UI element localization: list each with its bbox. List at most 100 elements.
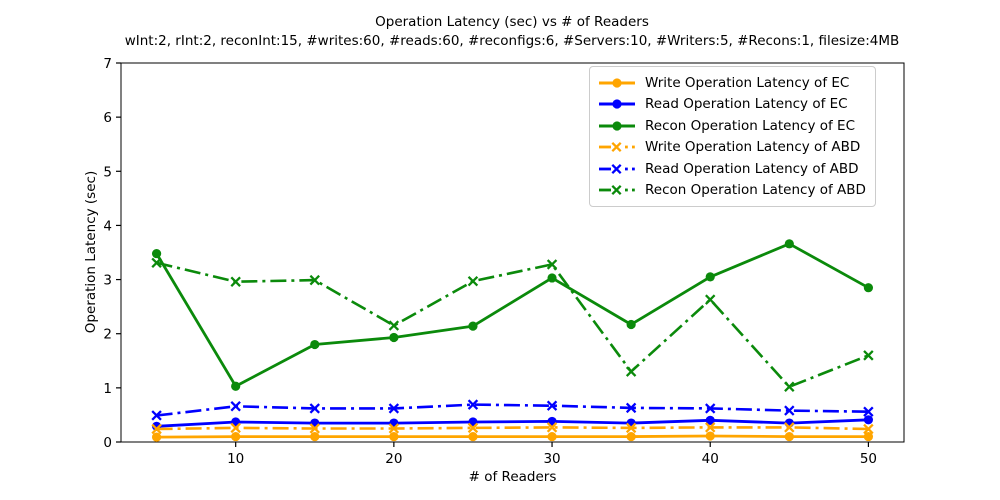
data-point-circle — [626, 319, 636, 330]
y-tick-label: 3 — [103, 273, 112, 289]
legend-item-label: Recon Operation Latency of ABD — [645, 182, 866, 199]
data-point-x — [546, 259, 558, 270]
data-point-x — [705, 403, 716, 414]
data-point-x — [309, 423, 320, 434]
legend: Write Operation Latency of EC Read Operat… — [589, 66, 876, 207]
chart-subtitle: wInt:2, rInt:2, reconInt:15, #writes:60,… — [124, 33, 900, 49]
data-point-x — [863, 406, 874, 417]
data-point-circle — [863, 283, 874, 293]
x-tick-label: 20 — [385, 451, 402, 467]
data-point-circle — [151, 248, 162, 259]
axes-frame — [120, 62, 905, 443]
series-line-1 — [156, 418, 869, 428]
y-tick-label: 2 — [103, 327, 112, 343]
data-point-x — [784, 381, 795, 392]
data-point-x — [309, 274, 320, 286]
data-point-x — [705, 294, 716, 305]
data-point-x — [467, 399, 479, 410]
series-line-3 — [156, 426, 869, 431]
legend-swatch-solid-circle — [599, 78, 635, 88]
chart-title: Operation Latency (sec) vs # of Readers — [375, 14, 649, 30]
data-point-circle — [310, 431, 320, 442]
data-point-x — [625, 422, 637, 434]
legend-item: Recon Operation Latency of ABD — [597, 180, 866, 202]
data-point-circle — [863, 415, 874, 425]
legend-swatch-solid-circle — [599, 99, 635, 109]
data-point-x — [151, 410, 162, 421]
data-point-circle — [705, 272, 715, 282]
data-point-circle — [389, 332, 399, 343]
data-point-x — [388, 320, 400, 331]
y-tick-label: 4 — [103, 218, 112, 234]
legend-item-label: Recon Operation Latency of EC — [645, 117, 855, 134]
data-point-circle — [547, 273, 557, 283]
data-point-circle — [231, 431, 241, 442]
legend-marker-circle — [612, 99, 622, 109]
data-point-x — [546, 400, 558, 411]
data-point-circle — [389, 431, 399, 442]
data-point-circle — [151, 432, 162, 442]
data-point-x — [863, 350, 874, 361]
data-point-circle — [863, 431, 874, 442]
y-tick-label: 6 — [103, 110, 112, 126]
legend-swatch-dashdot-x — [599, 185, 635, 196]
legend-item: Read Operation Latency of EC — [597, 94, 866, 116]
data-point-x — [467, 275, 479, 287]
x-axis-label: # of Readers — [468, 469, 557, 485]
x-tick-label: 10 — [227, 451, 244, 467]
data-point-x — [388, 423, 400, 434]
y-tick-label: 1 — [103, 381, 112, 397]
data-point-x — [309, 403, 320, 414]
legend-item: Write Operation Latency of ABD — [597, 137, 866, 159]
legend-marker-x — [611, 163, 622, 174]
legend-swatch-dashdot-x — [599, 163, 635, 174]
data-point-circle — [310, 339, 320, 350]
x-tick-label: 30 — [543, 451, 560, 467]
data-point-x — [230, 276, 241, 287]
data-point-x — [388, 403, 400, 414]
legend-marker-x — [611, 142, 622, 153]
series-line-0 — [156, 434, 869, 439]
data-point-x — [784, 422, 795, 433]
legend-swatch-solid-circle — [599, 121, 635, 131]
legend-item-label: Read Operation Latency of EC — [645, 96, 848, 113]
data-point-circle — [547, 431, 557, 442]
legend-marker-x — [611, 185, 622, 196]
y-tick-label: 7 — [103, 56, 112, 72]
data-point-circle — [784, 239, 794, 249]
legend-item: Read Operation Latency of ABD — [597, 158, 866, 180]
data-point-x — [151, 423, 162, 435]
data-point-x — [151, 257, 162, 269]
data-point-circle — [705, 415, 715, 425]
series-line-4 — [156, 403, 869, 417]
data-point-circle — [468, 431, 478, 442]
data-point-x — [705, 422, 716, 433]
data-point-circle — [705, 431, 715, 441]
series-line-5 — [156, 261, 869, 389]
data-point-x — [625, 366, 637, 377]
y-tick-label: 0 — [103, 435, 112, 451]
data-point-circle — [468, 321, 478, 331]
legend-item-label: Write Operation Latency of EC — [645, 74, 850, 91]
legend-item-label: Read Operation Latency of ABD — [645, 160, 859, 177]
legend-item: Recon Operation Latency of EC — [597, 115, 866, 137]
data-point-x — [625, 402, 637, 414]
data-point-circle — [626, 431, 636, 442]
legend-swatch-dashdot-x — [599, 142, 635, 153]
legend-marker-circle — [612, 78, 622, 88]
data-point-x — [546, 422, 558, 433]
legend-marker-circle — [612, 121, 622, 131]
data-point-circle — [231, 381, 241, 391]
legend-item: Write Operation Latency of EC — [597, 72, 866, 94]
x-tick-label: 40 — [702, 451, 719, 467]
data-point-circle — [784, 431, 794, 442]
series-line-2 — [155, 242, 870, 388]
data-point-x — [230, 401, 241, 412]
data-point-x — [784, 405, 795, 416]
x-tick-label: 50 — [860, 451, 877, 467]
data-point-x — [863, 423, 874, 435]
data-point-x — [230, 422, 241, 434]
y-axis-label: Operation Latency (sec) — [83, 170, 99, 334]
